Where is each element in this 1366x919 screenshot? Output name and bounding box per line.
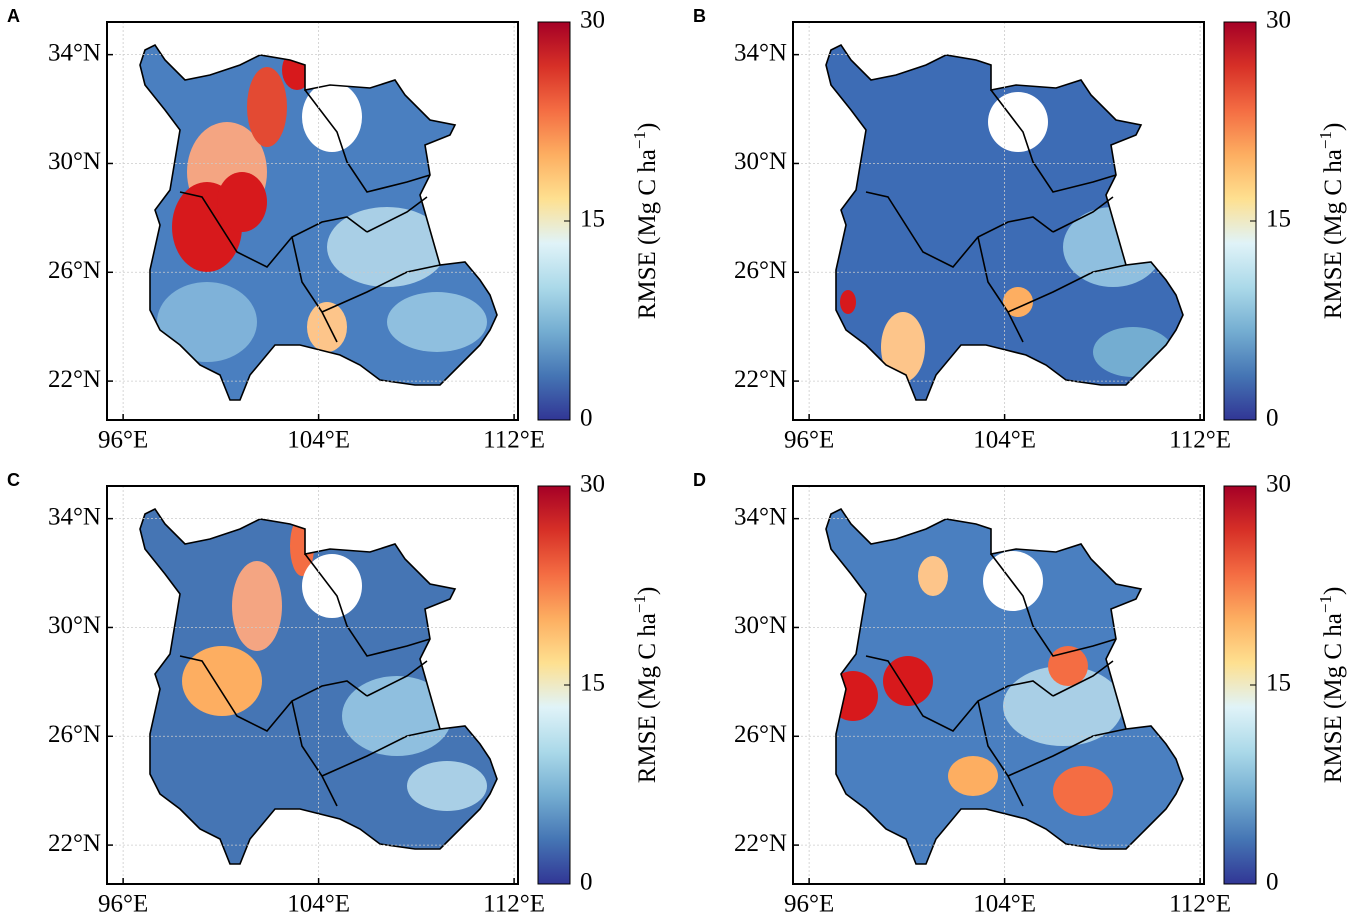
- y-tick-label: 26°N: [734, 721, 787, 748]
- colorbar-tick-label: 30: [1266, 471, 1291, 498]
- x-tick-label: 104°E: [287, 427, 350, 454]
- colorbar-tick-label: 15: [1266, 670, 1291, 697]
- colorbar-label: RMSE (Mg C ha−1): [1316, 587, 1347, 784]
- x-tick-label: 112°E: [483, 891, 545, 918]
- colorbar-tick-label: 0: [1266, 405, 1279, 432]
- axes-frame: [792, 21, 1205, 421]
- x-tick-label: 96°E: [98, 427, 148, 454]
- colorbar-label-end: ): [1320, 123, 1347, 131]
- colorbar-label: RMSE (Mg C ha−1): [630, 123, 661, 320]
- y-tick-label: 30°N: [734, 148, 787, 175]
- colorbar-label-end: ): [1320, 587, 1347, 595]
- y-tick-label: 34°N: [48, 39, 101, 66]
- map-c: [139, 508, 498, 865]
- colorbar-label-main: RMSE (Mg C ha: [1320, 613, 1347, 783]
- y-tick-label: 22°N: [48, 366, 101, 393]
- y-tick-label: 30°N: [48, 612, 101, 639]
- x-tick-label: 112°E: [1169, 427, 1231, 454]
- colorbar-label-superscript: −1: [630, 131, 649, 149]
- colorbar-label: RMSE (Mg C ha−1): [1316, 123, 1347, 320]
- y-tick-label: 26°N: [48, 721, 101, 748]
- panel-label: A: [7, 6, 20, 26]
- axes-frame: [792, 485, 1205, 885]
- colorbar-label-main: RMSE (Mg C ha: [634, 613, 661, 783]
- colorbar-tick-label: 0: [580, 869, 593, 896]
- y-tick-label: 30°N: [734, 612, 787, 639]
- colorbar-label-superscript: −1: [1316, 131, 1335, 149]
- panel-label: B: [693, 6, 706, 26]
- y-tick-label: 22°N: [734, 366, 787, 393]
- colorbar-tick-label: 15: [580, 206, 605, 233]
- y-tick-label: 34°N: [48, 503, 101, 530]
- colorbar-label-main: RMSE (Mg C ha: [634, 149, 661, 319]
- y-tick-label: 34°N: [734, 503, 787, 530]
- colorbar-tick-label: 15: [580, 670, 605, 697]
- y-tick-label: 22°N: [48, 830, 101, 857]
- x-tick-label: 96°E: [98, 891, 148, 918]
- map-d: [825, 508, 1184, 865]
- y-tick-label: 26°N: [734, 257, 787, 284]
- x-tick-label: 104°E: [973, 891, 1036, 918]
- colorbar-label-superscript: −1: [1316, 595, 1335, 613]
- map-a: [139, 44, 498, 401]
- x-tick-label: 112°E: [1169, 891, 1231, 918]
- axes-frame: [106, 21, 519, 421]
- colorbar-tick-label: 0: [1266, 869, 1279, 896]
- axes-frame: [106, 485, 519, 885]
- x-tick-label: 96°E: [784, 891, 834, 918]
- x-tick-label: 96°E: [784, 427, 834, 454]
- colorbar-label-end: ): [634, 123, 661, 131]
- x-tick-label: 112°E: [483, 427, 545, 454]
- colorbar-label: RMSE (Mg C ha−1): [630, 587, 661, 784]
- colorbar-label-end: ): [634, 587, 661, 595]
- y-tick-label: 34°N: [734, 39, 787, 66]
- colorbar-tick-label: 15: [1266, 206, 1291, 233]
- x-tick-label: 104°E: [973, 427, 1036, 454]
- y-tick-label: 22°N: [734, 830, 787, 857]
- y-tick-label: 30°N: [48, 148, 101, 175]
- colorbar-tick-label: 30: [1266, 7, 1291, 34]
- y-tick-label: 26°N: [48, 257, 101, 284]
- x-tick-label: 104°E: [287, 891, 350, 918]
- panel-label: C: [7, 470, 20, 490]
- map-b: [825, 44, 1184, 401]
- colorbar-tick-label: 0: [580, 405, 593, 432]
- colorbar-label-superscript: −1: [630, 595, 649, 613]
- colorbar-tick-label: 30: [580, 471, 605, 498]
- colorbar-label-main: RMSE (Mg C ha: [1320, 149, 1347, 319]
- panel-label: D: [693, 470, 706, 490]
- colorbar-tick-label: 30: [580, 7, 605, 34]
